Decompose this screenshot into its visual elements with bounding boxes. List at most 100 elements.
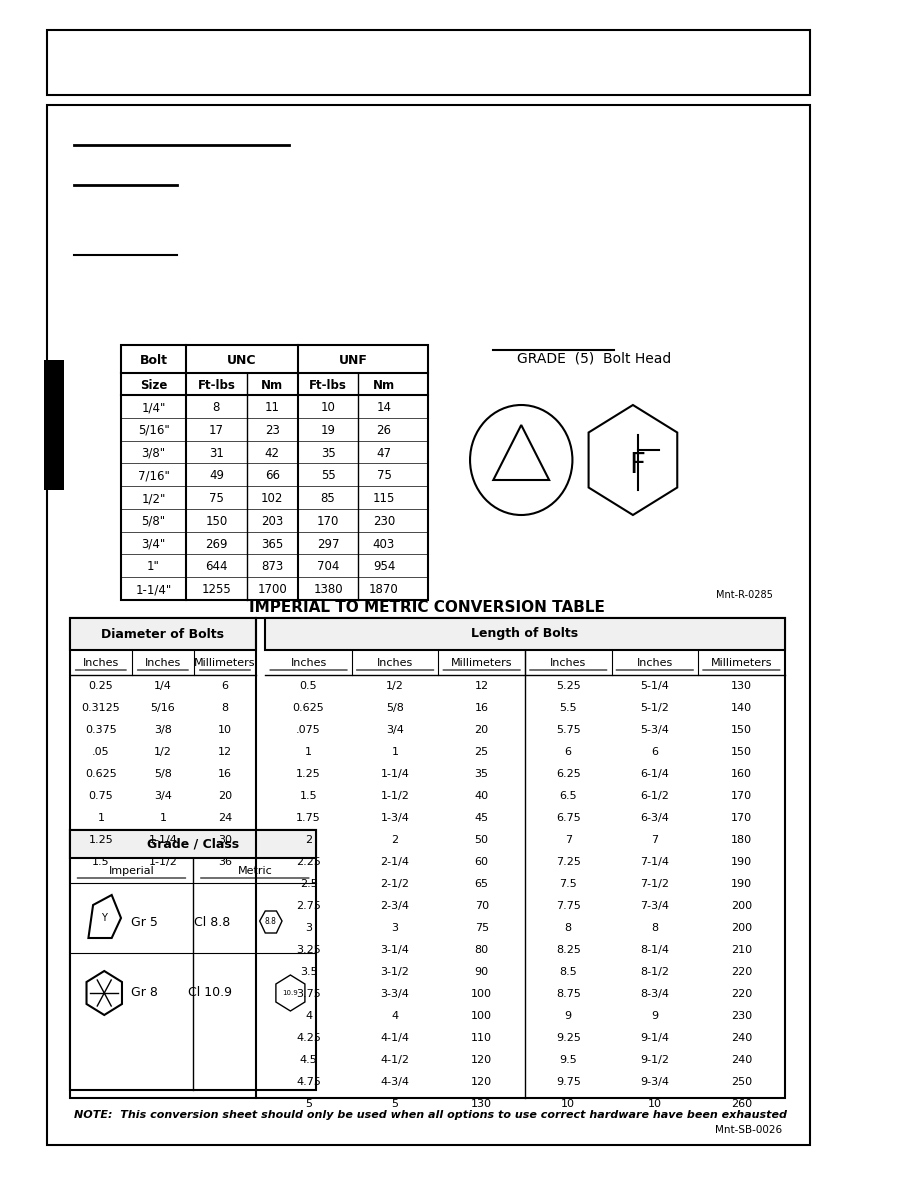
Text: Millimeters: Millimeters — [711, 657, 772, 668]
Text: Ft-lbs: Ft-lbs — [197, 379, 235, 392]
Text: 8: 8 — [221, 703, 229, 713]
Text: 200: 200 — [731, 901, 752, 911]
Text: 100: 100 — [471, 1011, 492, 1020]
Text: 0.625: 0.625 — [293, 703, 324, 713]
Text: 9.5: 9.5 — [559, 1055, 577, 1064]
Text: 1.75: 1.75 — [297, 813, 321, 823]
Text: 1380: 1380 — [313, 583, 343, 596]
Text: 0.375: 0.375 — [85, 725, 117, 735]
Circle shape — [470, 405, 573, 516]
Bar — [121, 345, 428, 600]
Text: NOTE:  This conversion sheet should only be used when all options to use correct: NOTE: This conversion sheet should only … — [74, 1110, 788, 1120]
Text: 160: 160 — [731, 769, 752, 779]
Text: 250: 250 — [731, 1078, 752, 1087]
Text: 6-3/4: 6-3/4 — [641, 813, 669, 823]
Bar — [70, 830, 317, 1091]
Text: 6.5: 6.5 — [559, 791, 577, 801]
Text: 75: 75 — [209, 492, 224, 505]
Text: 240: 240 — [731, 1055, 752, 1064]
Text: 1: 1 — [392, 747, 398, 757]
Text: 1.5: 1.5 — [92, 857, 109, 867]
Text: 269: 269 — [205, 538, 228, 551]
Text: 10: 10 — [561, 1099, 576, 1110]
Text: 240: 240 — [731, 1034, 752, 1043]
Text: 25: 25 — [475, 747, 488, 757]
Text: 8.25: 8.25 — [555, 944, 581, 955]
Text: UNC: UNC — [228, 354, 257, 367]
Text: 8: 8 — [213, 402, 220, 415]
Text: 3/8: 3/8 — [154, 725, 172, 735]
Text: 7: 7 — [565, 835, 572, 845]
Text: 190: 190 — [731, 857, 752, 867]
Text: 150: 150 — [731, 747, 752, 757]
Text: 120: 120 — [471, 1055, 492, 1064]
Text: UNF: UNF — [340, 354, 368, 367]
Text: 7-1/2: 7-1/2 — [640, 879, 669, 889]
Text: GRADE  (5)  Bolt Head: GRADE (5) Bolt Head — [517, 350, 671, 365]
Text: 7.75: 7.75 — [555, 901, 581, 911]
Text: 115: 115 — [373, 492, 395, 505]
Text: 4: 4 — [305, 1011, 312, 1020]
Text: 1-1/4: 1-1/4 — [381, 769, 409, 779]
Text: 45: 45 — [475, 813, 488, 823]
Text: 5/8: 5/8 — [154, 769, 172, 779]
Text: 10.9: 10.9 — [283, 990, 298, 996]
Text: 16: 16 — [218, 769, 232, 779]
Text: 403: 403 — [373, 538, 395, 551]
Text: Y: Y — [101, 914, 107, 923]
Text: Length of Bolts: Length of Bolts — [472, 627, 578, 640]
Text: 0.25: 0.25 — [88, 681, 113, 691]
Text: 1/2: 1/2 — [386, 681, 404, 691]
Bar — [70, 830, 317, 858]
Text: Grade / Class: Grade / Class — [147, 838, 240, 851]
Bar — [70, 618, 785, 1098]
Text: 230: 230 — [373, 514, 395, 527]
Text: 0.75: 0.75 — [88, 791, 113, 801]
Text: Inches: Inches — [145, 657, 181, 668]
Text: 6: 6 — [221, 681, 229, 691]
Text: 1-1/2: 1-1/2 — [381, 791, 409, 801]
Text: 47: 47 — [376, 447, 391, 460]
Bar — [47, 105, 810, 1145]
Text: 14: 14 — [376, 402, 391, 415]
Text: .05: .05 — [92, 747, 109, 757]
Text: 49: 49 — [209, 469, 224, 482]
Text: 1: 1 — [305, 747, 312, 757]
Text: Imperial: Imperial — [108, 866, 154, 876]
Text: 8.8: 8.8 — [265, 917, 277, 927]
Text: 75: 75 — [475, 923, 488, 933]
Text: 2-1/2: 2-1/2 — [381, 879, 409, 889]
Text: 11: 11 — [264, 402, 280, 415]
Text: Mnt-SB-0026: Mnt-SB-0026 — [715, 1125, 782, 1135]
Text: 2: 2 — [392, 835, 398, 845]
Text: Inches: Inches — [83, 657, 119, 668]
Text: 35: 35 — [320, 447, 335, 460]
Text: 170: 170 — [731, 813, 752, 823]
Text: 0.5: 0.5 — [300, 681, 318, 691]
Text: 7-3/4: 7-3/4 — [640, 901, 669, 911]
Text: 4.75: 4.75 — [297, 1078, 321, 1087]
Text: 31: 31 — [209, 447, 224, 460]
Text: Cl 8.8: Cl 8.8 — [194, 916, 230, 929]
Text: 16: 16 — [475, 703, 488, 713]
Text: 220: 220 — [731, 988, 752, 999]
Text: 75: 75 — [376, 469, 391, 482]
Text: 65: 65 — [475, 879, 488, 889]
Text: 19: 19 — [320, 424, 336, 437]
Text: 203: 203 — [261, 514, 284, 527]
Text: 1/2: 1/2 — [154, 747, 172, 757]
Text: 170: 170 — [317, 514, 340, 527]
Text: 954: 954 — [373, 561, 395, 574]
Text: 1-1/2: 1-1/2 — [149, 857, 177, 867]
Text: 1.25: 1.25 — [88, 835, 113, 845]
Text: 3/4": 3/4" — [141, 538, 166, 551]
Text: 5-1/4: 5-1/4 — [641, 681, 669, 691]
Text: 3: 3 — [305, 923, 312, 933]
Text: 4-1/4: 4-1/4 — [381, 1034, 409, 1043]
Text: 35: 35 — [475, 769, 488, 779]
Text: Millimeters: Millimeters — [451, 657, 512, 668]
Text: 2.25: 2.25 — [297, 857, 321, 867]
Text: 1: 1 — [160, 813, 166, 823]
Text: Metric: Metric — [238, 866, 272, 876]
Text: Millimeters: Millimeters — [195, 657, 256, 668]
